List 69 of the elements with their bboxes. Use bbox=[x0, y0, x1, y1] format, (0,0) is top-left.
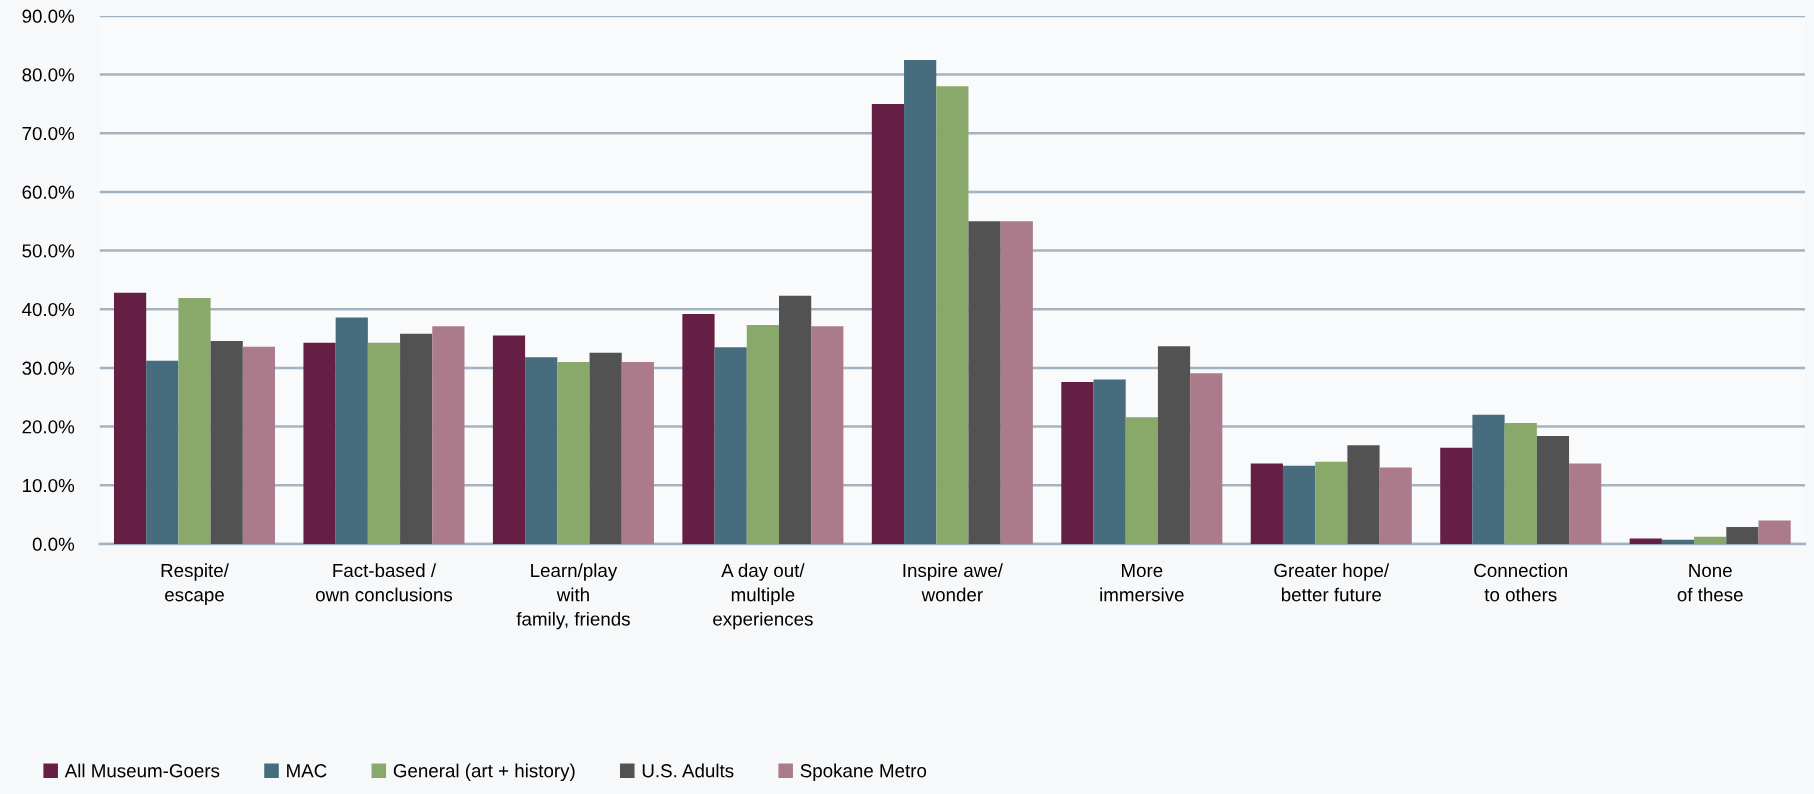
bar bbox=[746, 325, 779, 544]
bar bbox=[1379, 467, 1412, 544]
bar bbox=[682, 313, 715, 544]
bar bbox=[1000, 221, 1033, 544]
bar bbox=[1190, 373, 1223, 544]
bar bbox=[1661, 539, 1695, 544]
bar bbox=[400, 333, 433, 544]
x-tick-label: A day out/ multiple experiences bbox=[713, 563, 813, 630]
bar bbox=[1726, 526, 1759, 544]
bar bbox=[1694, 536, 1727, 544]
x-tick-label: Fact-based / own conclusions bbox=[315, 563, 453, 602]
bar bbox=[367, 342, 401, 544]
bar bbox=[811, 326, 844, 544]
bar bbox=[1093, 379, 1126, 544]
legend-label: General (art + history) bbox=[393, 763, 575, 782]
bar bbox=[1569, 463, 1602, 544]
bar bbox=[936, 86, 969, 544]
bar bbox=[1157, 346, 1191, 544]
bar bbox=[778, 295, 812, 544]
bar bbox=[1315, 461, 1348, 544]
x-tick-label: Inspire awe/ wonder bbox=[903, 563, 1003, 602]
bar bbox=[242, 346, 276, 544]
bar bbox=[871, 103, 905, 544]
bar bbox=[1504, 423, 1537, 544]
legend-label: All Museum-Goers bbox=[64, 763, 220, 778]
y-tick-label: 20.0% bbox=[22, 420, 75, 434]
x-tick-label: Respite/ escape bbox=[161, 563, 229, 606]
bar bbox=[1472, 414, 1505, 544]
bar bbox=[210, 340, 243, 544]
bar bbox=[1347, 445, 1380, 544]
bar bbox=[432, 326, 465, 544]
legend-label: Spokane Metro bbox=[800, 763, 927, 782]
bar bbox=[1758, 520, 1791, 544]
bar bbox=[1440, 447, 1473, 544]
y-tick-label: 70.0% bbox=[22, 126, 75, 141]
bar bbox=[1061, 381, 1094, 544]
y-tick-label: 60.0% bbox=[22, 185, 75, 199]
bar bbox=[335, 317, 368, 544]
y-tick-label: 0.0% bbox=[32, 537, 75, 551]
x-tick-label: More immersive bbox=[1100, 564, 1184, 602]
bar bbox=[714, 347, 747, 544]
bar bbox=[525, 357, 558, 544]
bar bbox=[1536, 435, 1570, 544]
bar bbox=[557, 362, 590, 544]
bar bbox=[1125, 417, 1158, 544]
bar bbox=[113, 292, 147, 544]
bar bbox=[621, 362, 654, 544]
bar bbox=[1629, 538, 1662, 544]
y-tick-label: 90.0% bbox=[22, 9, 75, 23]
x-tick-label: Connection to others bbox=[1474, 563, 1567, 602]
bar bbox=[492, 335, 526, 544]
bar bbox=[303, 342, 336, 544]
bar bbox=[968, 221, 1001, 544]
y-tick-label: 30.0% bbox=[22, 361, 75, 375]
bar bbox=[904, 59, 937, 544]
bar bbox=[178, 298, 211, 544]
bar bbox=[1282, 465, 1316, 544]
legend-label: U.S. Adults bbox=[642, 763, 734, 778]
x-tick-label: None of these bbox=[1677, 564, 1743, 602]
x-tick-label: Learn/play with family, friends bbox=[516, 563, 630, 630]
x-tick-label: Greater hope/ better future bbox=[1274, 563, 1390, 602]
legend-label: MAC bbox=[287, 764, 327, 778]
bar bbox=[1250, 463, 1283, 544]
y-tick-label: 80.0% bbox=[22, 68, 75, 82]
y-tick-label: 10.0% bbox=[23, 478, 75, 493]
y-tick-label: 50.0% bbox=[22, 244, 75, 258]
y-tick-label: 40.0% bbox=[22, 302, 75, 317]
bar bbox=[146, 360, 179, 544]
bar bbox=[589, 352, 622, 544]
